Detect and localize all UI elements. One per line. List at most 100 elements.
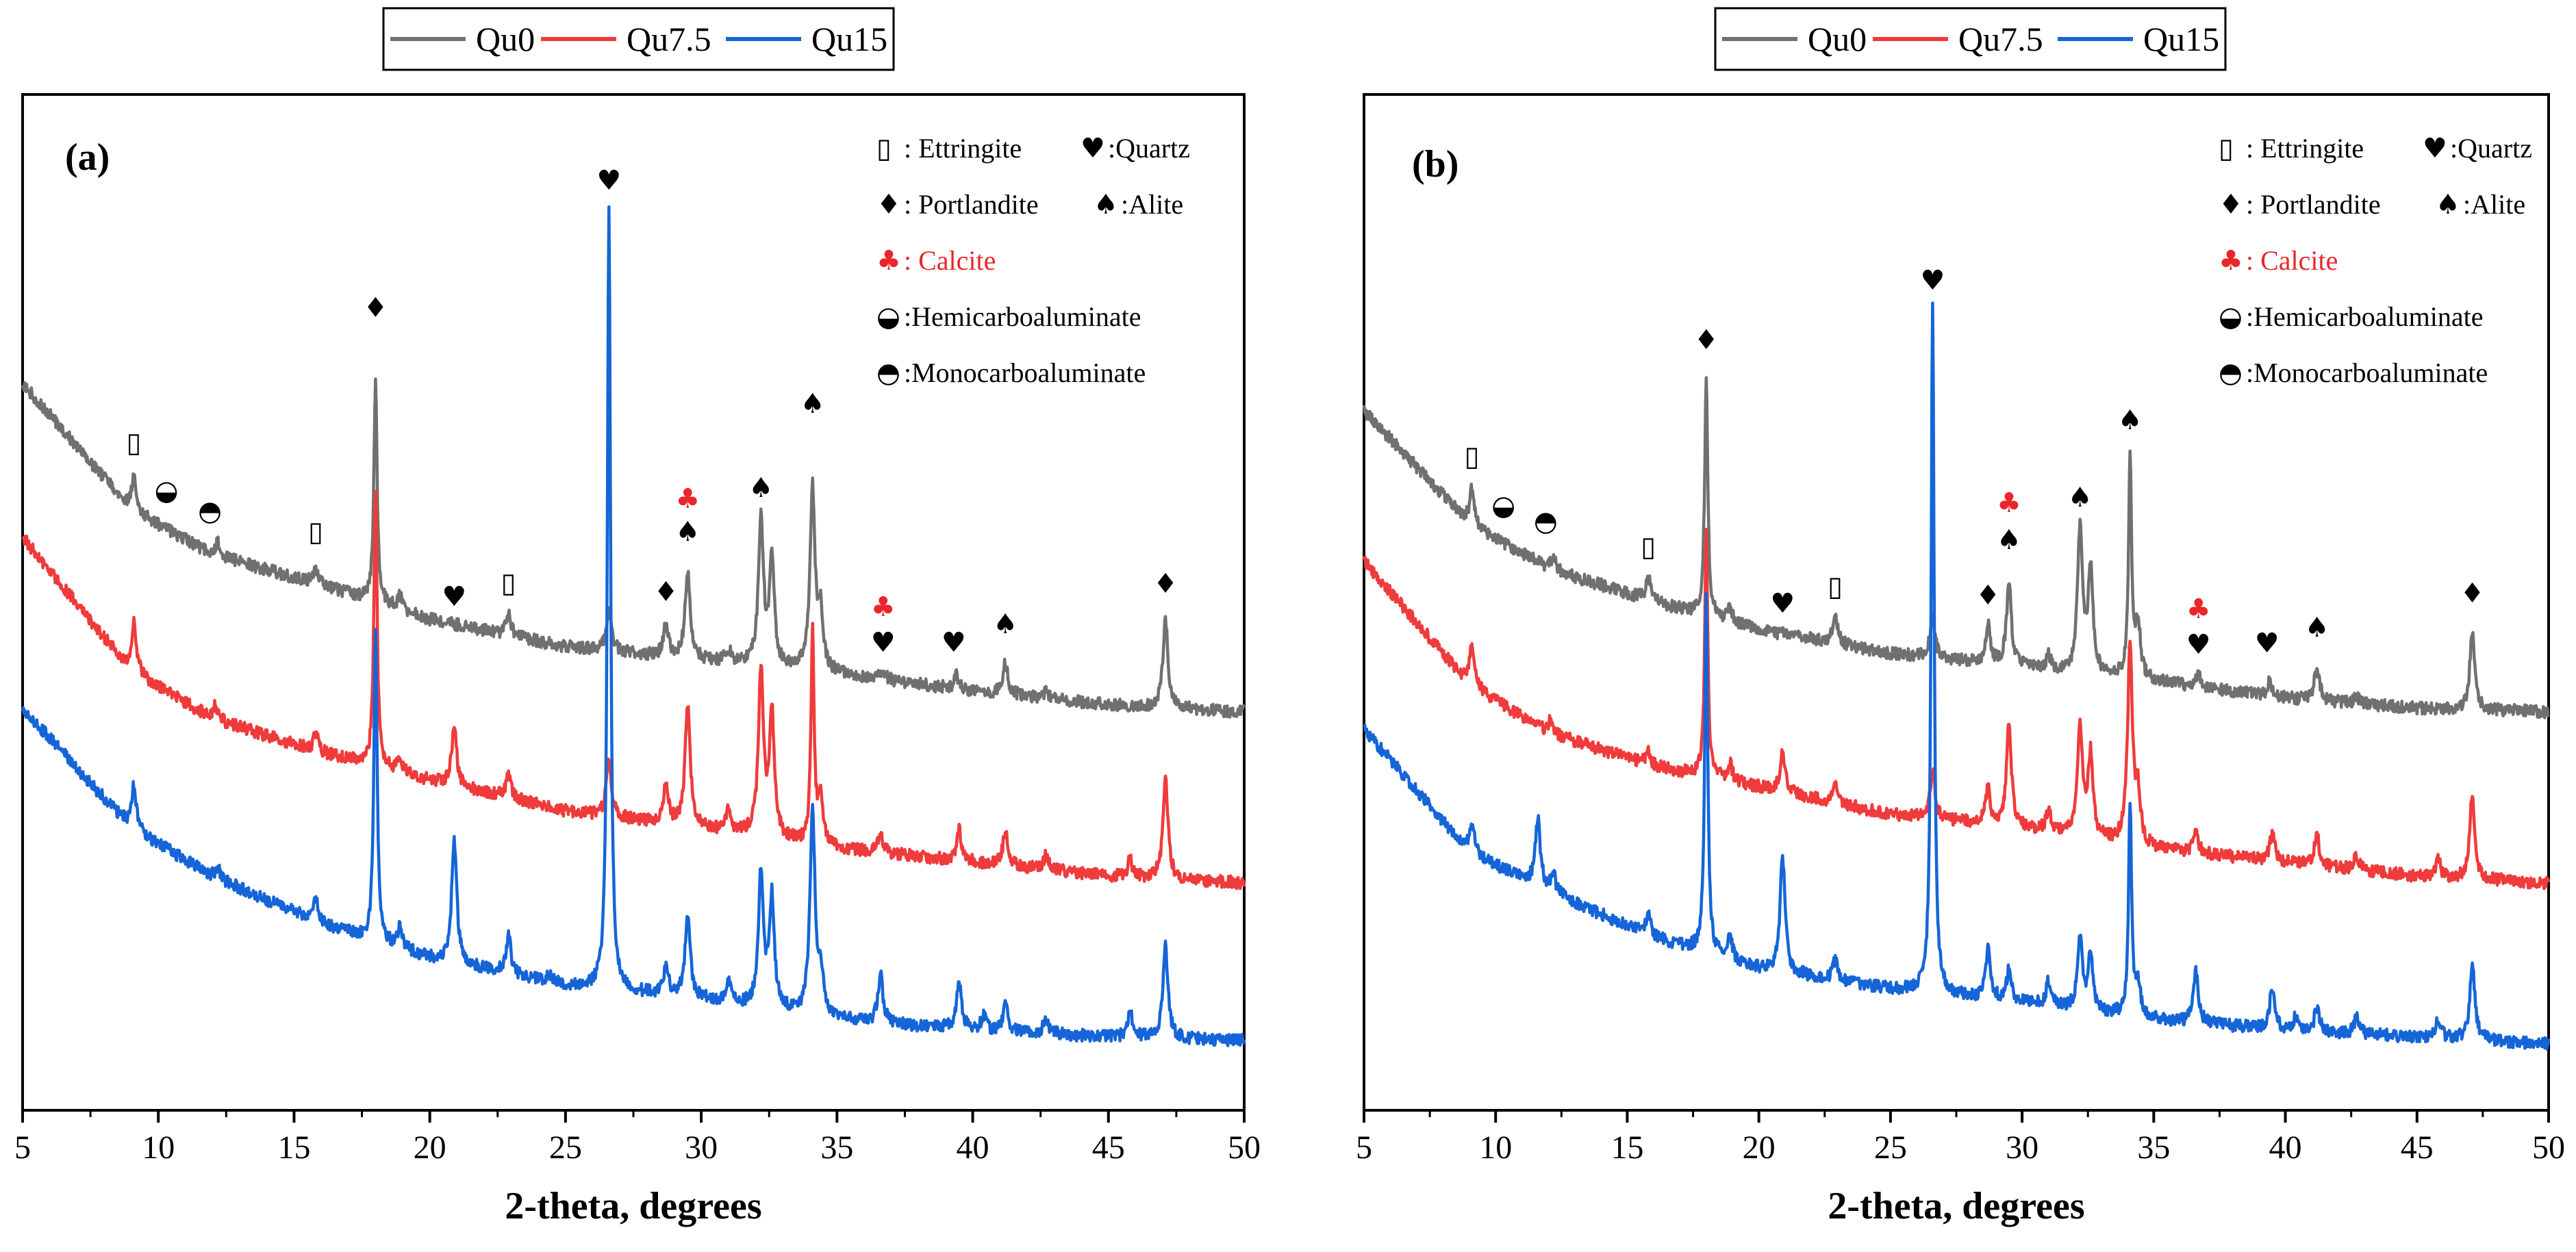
x-tick-label: 25 <box>1874 1129 1907 1166</box>
series-line-qu7-5 <box>21 489 1246 891</box>
legend-label-qu0: Qu0 <box>1808 20 1867 58</box>
phase-label: :Monocarboaluminate <box>904 357 1146 388</box>
peak-marker: ♥ <box>1920 265 1945 296</box>
phase-label: :Monocarboaluminate <box>2246 357 2488 388</box>
phase-symbol: ◓ <box>2219 357 2243 389</box>
series-legend: Qu0 Qu7.5 Qu15 <box>382 7 895 71</box>
peak-marker: ♥ <box>596 165 621 196</box>
phase-symbol: ◒ <box>2219 301 2243 333</box>
chart-panel-b: Qu0 Qu7.5 Qu15 5 10 15 20 25 30 35 40 45 50 2-theta, … <box>1356 7 2565 1227</box>
x-axis-title: 2-theta, degrees <box>1828 1185 2084 1227</box>
peak-marker: ♦ <box>1153 568 1178 600</box>
peak-marker: ♠ <box>2305 612 2329 643</box>
peak-marker: ♣ <box>1997 487 2021 519</box>
x-tick-label: 15 <box>1611 1129 1643 1166</box>
x-tick-label: 35 <box>820 1129 853 1166</box>
peak-marker: ♦ <box>1694 324 1719 356</box>
x-axis-title: 2-theta, degrees <box>505 1185 761 1227</box>
x-tick-label: 15 <box>277 1129 310 1166</box>
x-tick-label: 40 <box>2269 1129 2302 1166</box>
peak-marker: ▯ <box>501 567 516 599</box>
peak-marker: ♣ <box>675 483 700 515</box>
peak-marker: ♠ <box>800 388 825 420</box>
phase-legend: ▯: Ettringite ♥:Quartz ♦: Portlandite ♠:Ali… <box>2219 133 2532 389</box>
peak-marker: ♥ <box>1770 588 1795 619</box>
peak-marker: ♥ <box>942 627 966 659</box>
x-tick-label: 30 <box>2006 1129 2038 1166</box>
phase-label: : Portlandite <box>2246 189 2381 220</box>
peak-marker: ▯ <box>308 516 323 548</box>
series-line-qu15 <box>1363 301 2551 1051</box>
phase-symbol: ♥ <box>2423 133 2447 164</box>
x-tick-label: 35 <box>2137 1129 2170 1166</box>
phase-symbol: ▯ <box>2219 133 2234 164</box>
x-tick-label: 10 <box>142 1129 175 1166</box>
x-tick-label: 45 <box>2401 1129 2434 1166</box>
phase-label: : Calcite <box>904 245 996 276</box>
series-line-qu15 <box>21 205 1246 1047</box>
peak-marker: ♠ <box>993 609 1018 640</box>
series-line-qu0 <box>21 377 1246 719</box>
x-tick-label: 5 <box>14 1129 31 1166</box>
plot-frame <box>1363 93 2550 1112</box>
phase-label: :Alite <box>1121 189 1183 220</box>
x-tick-label: 20 <box>1743 1129 1776 1166</box>
peak-marker: ♦ <box>2460 578 2485 609</box>
phase-symbol: ♦ <box>876 189 901 220</box>
panel-label: (b) <box>1412 143 1459 186</box>
phase-label: :Quartz <box>1108 133 1190 164</box>
x-tick-label: 50 <box>2532 1129 2565 1166</box>
peak-marker: ◓ <box>1534 506 1558 537</box>
peak-marker: ▯ <box>1465 441 1480 472</box>
phase-symbol: ◓ <box>876 357 900 389</box>
panel-label: (a) <box>65 136 110 179</box>
phase-label: : Portlandite <box>904 189 1039 220</box>
phase-symbol: ▯ <box>876 133 892 164</box>
peak-marker: ♠ <box>2068 482 2093 513</box>
phase-label: : Ettringite <box>904 133 1022 164</box>
phase-symbol: ♣ <box>876 245 901 277</box>
peak-marker: ♠ <box>675 516 700 548</box>
x-tick-label: 45 <box>1092 1129 1125 1166</box>
peak-marker: ◓ <box>198 496 222 527</box>
phase-label: :Hemicarboaluminate <box>904 301 1141 332</box>
x-tick-label: 50 <box>1228 1129 1261 1166</box>
phase-symbol: ♥ <box>1081 133 1105 164</box>
peak-marker: ♠ <box>1997 524 2021 556</box>
peak-marker: ▯ <box>1828 571 1843 602</box>
x-tick-label: 10 <box>1479 1129 1512 1166</box>
x-tick-label: 20 <box>414 1129 446 1166</box>
x-tick-label: 5 <box>1356 1129 1372 1166</box>
chart-panel-a: Qu0 Qu7.5 Qu15 5 10 15 20 25 30 35 40 45 50 2-theta, … <box>14 7 1261 1227</box>
legend-label-qu7-5: Qu7.5 <box>627 20 711 58</box>
peak-marker: ◒ <box>1491 490 1515 522</box>
phase-label: :Quartz <box>2450 133 2532 164</box>
phase-symbol: ◒ <box>876 301 900 333</box>
peak-marker: ♥ <box>871 627 896 659</box>
legend-label-qu15: Qu15 <box>2143 20 2219 58</box>
peak-marker: ♦ <box>654 576 679 608</box>
peak-marker: ♣ <box>871 591 896 623</box>
peak-marker: ♣ <box>2186 593 2211 625</box>
peak-marker: ♠ <box>748 472 773 504</box>
legend-frame <box>1714 7 2227 71</box>
series-legend: Qu0 Qu7.5 Qu15 <box>1714 7 2227 71</box>
x-tick-label: 30 <box>685 1129 718 1166</box>
peak-marker: ◒ <box>155 475 179 507</box>
phase-symbol: ♠ <box>2436 189 2460 220</box>
x-tick-label: 25 <box>549 1129 582 1166</box>
peak-marker: ▯ <box>1641 531 1656 563</box>
peak-marker: ♥ <box>2255 628 2280 659</box>
legend-frame <box>382 7 895 71</box>
peak-marker: ♦ <box>1975 580 2000 611</box>
x-tick-label: 40 <box>957 1129 989 1166</box>
peak-marker: ♥ <box>2186 629 2211 661</box>
legend-label-qu0: Qu0 <box>476 20 535 58</box>
phase-label: :Alite <box>2463 189 2525 220</box>
peak-marker: ♠ <box>2118 405 2143 436</box>
peak-marker: ♥ <box>442 581 466 613</box>
phase-legend: ▯: Ettringite ♥:Quartz ♦: Portlandite ♠:Ali… <box>876 133 1190 389</box>
phase-symbol: ♦ <box>2219 189 2243 220</box>
peak-marker: ♦ <box>363 292 388 324</box>
